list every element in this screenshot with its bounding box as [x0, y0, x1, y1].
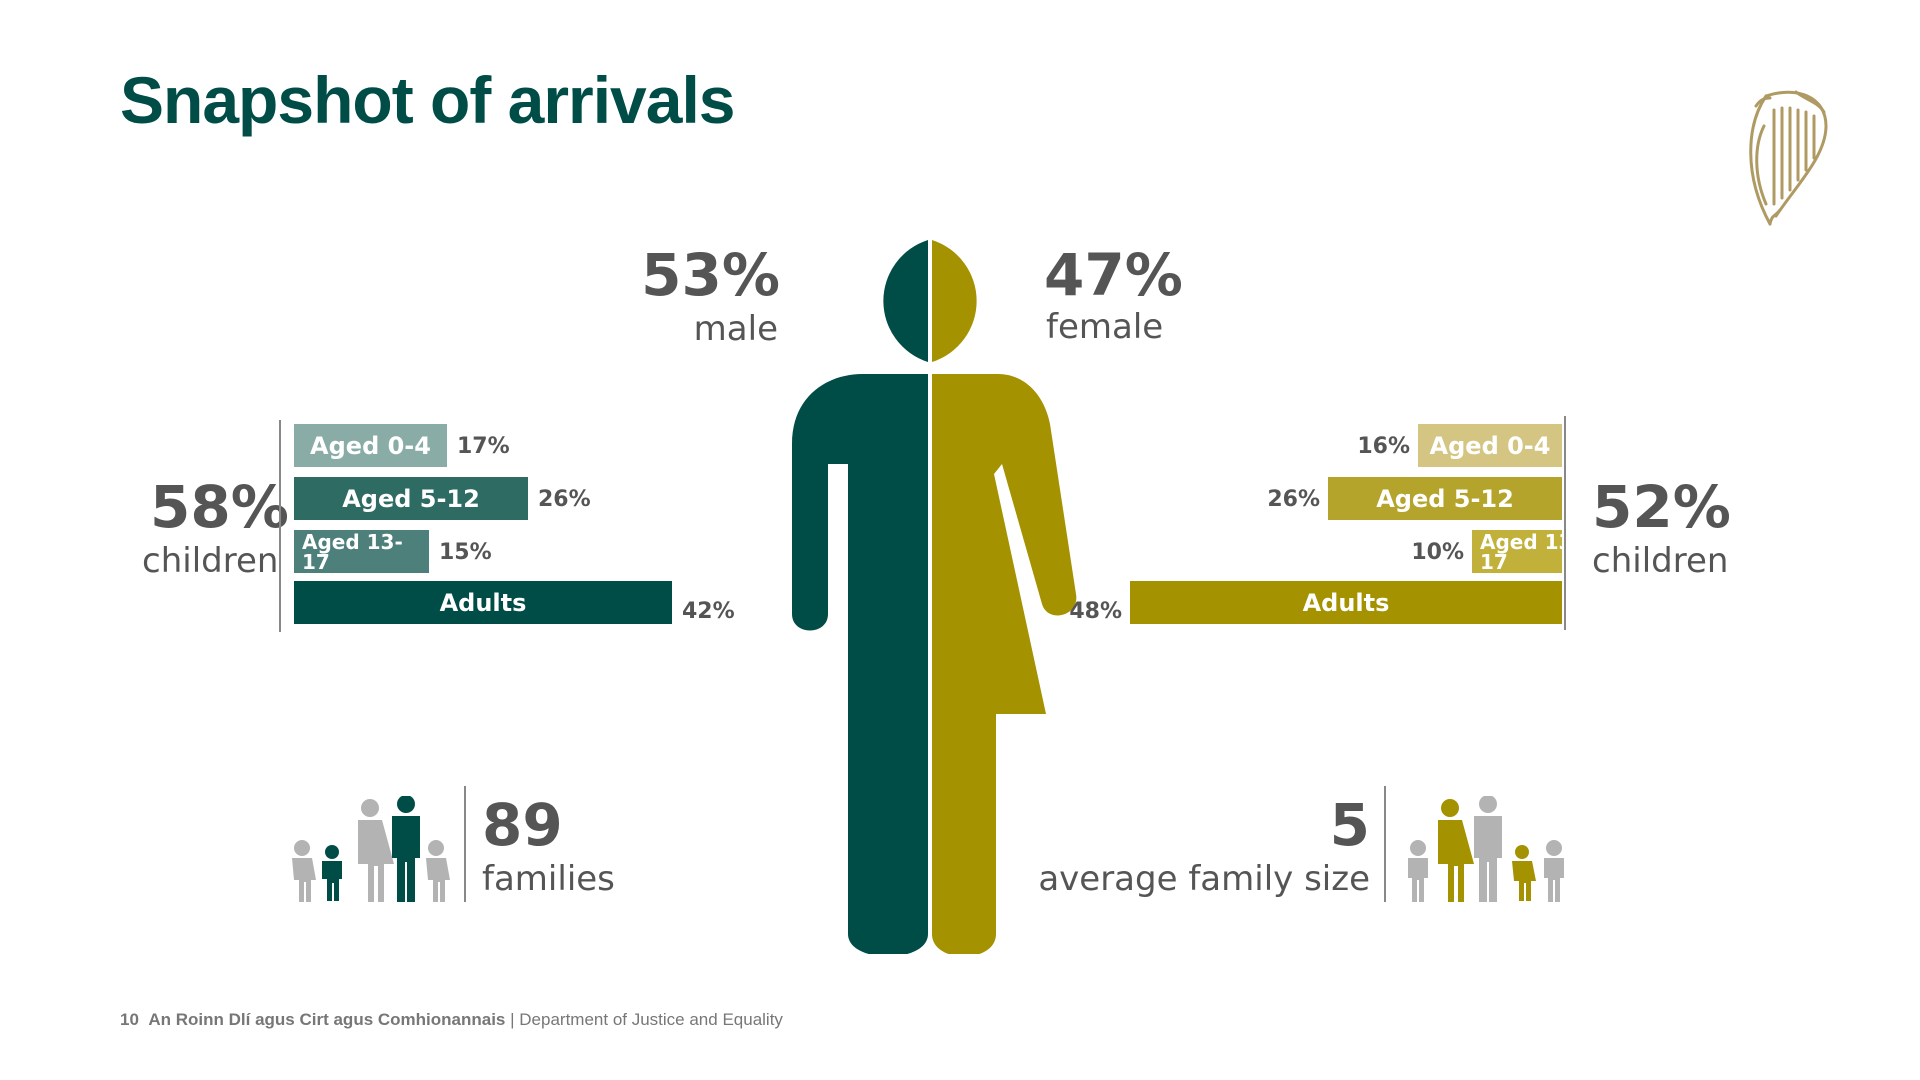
divider-line — [1384, 786, 1386, 902]
male-children-label: children — [142, 541, 279, 581]
footer: 10 An Roinn Dlí agus Cirt agus Comhionan… — [120, 1010, 783, 1030]
family-people-icon — [1408, 796, 1564, 902]
bar-female-1: Aged 5-12 — [1328, 477, 1562, 520]
female-label: female — [1046, 307, 1164, 347]
female-body-shape — [932, 374, 1077, 954]
bar-value-label-female-1: 26% — [1267, 487, 1320, 512]
average-family-size-label: average family size — [1038, 859, 1370, 899]
bar-male-3: Adults — [294, 581, 672, 624]
bar-male-0: Aged 0-4 — [294, 424, 447, 467]
bar-value-label-male-0: 17% — [457, 434, 510, 459]
divider-line — [464, 786, 466, 902]
page-number: 10 — [120, 1010, 139, 1029]
divider-line — [1564, 416, 1566, 630]
male-label: male — [693, 309, 778, 349]
bar-value-label-male-3: 42% — [682, 599, 735, 624]
male-body-shape — [792, 374, 928, 954]
families-label: families — [482, 859, 615, 899]
bar-value-label-male-1: 26% — [538, 487, 591, 512]
bar-male-1: Aged 5-12 — [294, 477, 528, 520]
divider-line — [279, 420, 281, 632]
footer-irish-name: An Roinn Dlí agus Cirt agus Comhionannai… — [148, 1010, 506, 1029]
average-family-size-value: 5 — [1329, 791, 1370, 859]
female-percentage: 47% — [1044, 241, 1183, 309]
families-count: 89 — [482, 791, 563, 859]
bar-female-2: Aged 13- 17 — [1472, 530, 1562, 573]
bar-value-label-female-3: 48% — [1069, 599, 1122, 624]
bar-value-label-male-2: 15% — [439, 540, 492, 565]
family-people-icon — [292, 796, 450, 902]
female-children-label: children — [1592, 541, 1729, 581]
female-head-shape — [932, 240, 977, 362]
bar-value-label-female-0: 16% — [1357, 434, 1410, 459]
bar-female-0: Aged 0-4 — [1418, 424, 1562, 467]
bar-value-label-female-2: 10% — [1411, 540, 1464, 565]
page-title: Snapshot of arrivals — [120, 63, 736, 137]
bar-male-2: Aged 13- 17 — [294, 530, 429, 573]
gender-split-figure-icon — [792, 234, 1077, 954]
female-children-percentage: 52% — [1592, 473, 1731, 541]
male-head-shape — [883, 240, 928, 362]
male-percentage: 53% — [641, 241, 780, 309]
footer-english-name: | Department of Justice and Equality — [510, 1010, 783, 1029]
bar-female-3: Adults — [1130, 581, 1562, 624]
harp-logo-icon — [1749, 90, 1828, 226]
male-children-percentage: 58% — [150, 473, 289, 541]
